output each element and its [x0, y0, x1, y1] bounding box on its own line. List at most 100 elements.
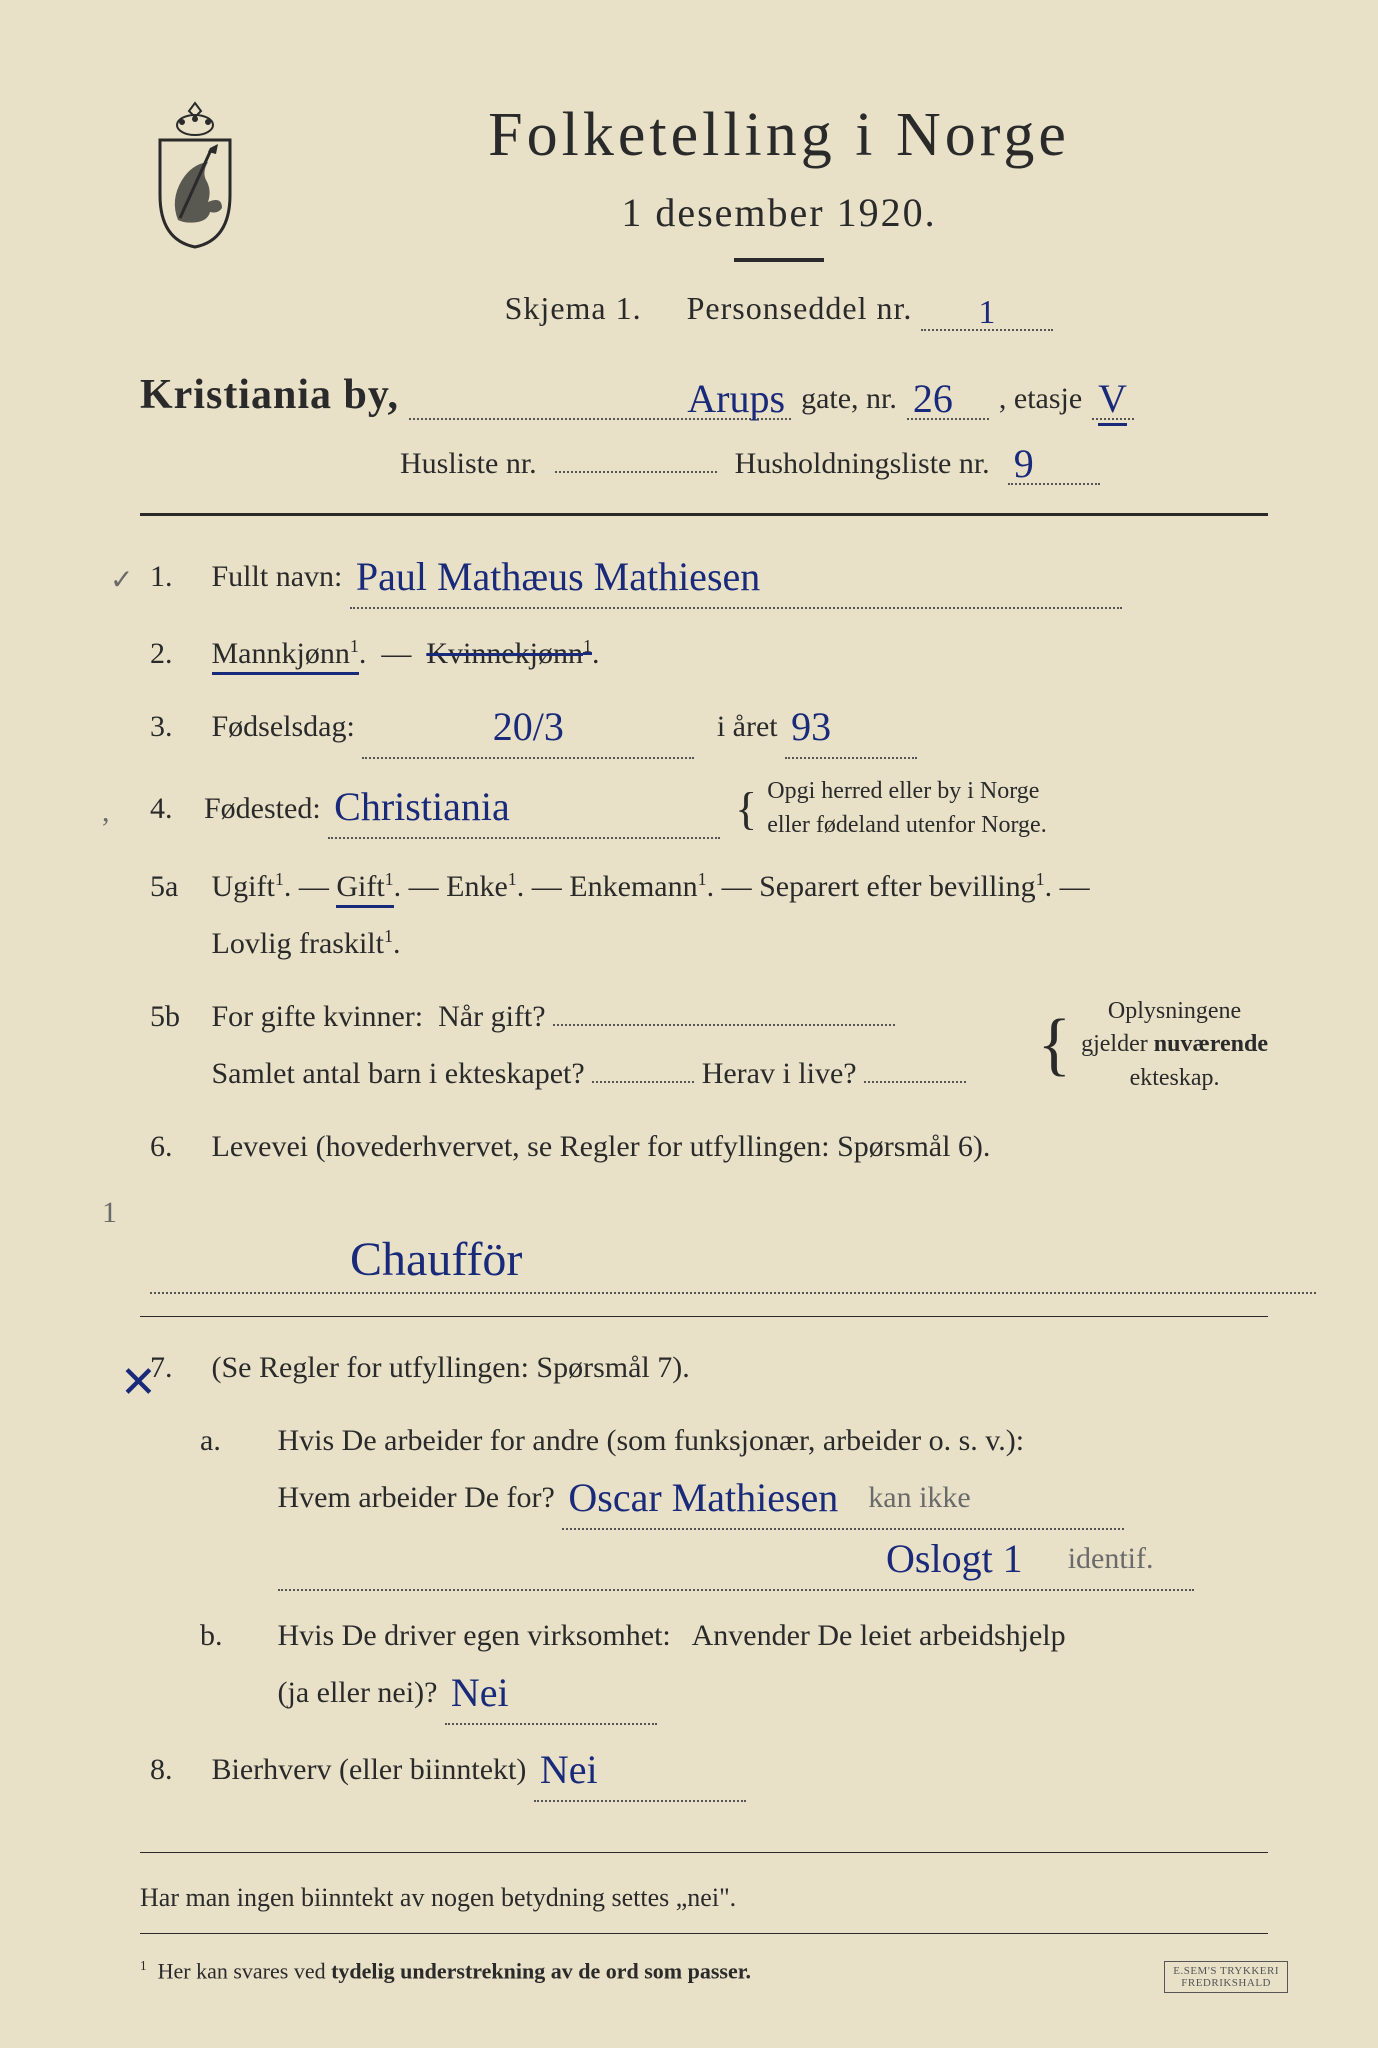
q3-label: Fødselsdag: [212, 710, 355, 743]
q7b-label1: Hvis De driver egen virksomhet: [278, 1619, 671, 1652]
personseddel-value: 1 [978, 294, 996, 331]
q1-value: Paul Mathæus Mathiesen [356, 554, 760, 599]
street-value: Arups [687, 376, 785, 421]
q2-male: Mannkjønn1 [212, 637, 359, 675]
q5b-note-line3: ekteskap. [1130, 1065, 1220, 1091]
q4-note-line1: Opgi herred eller by i Norge [767, 778, 1039, 804]
census-form-page: Folketelling i Norge 1 desember 1920. Sk… [0, 0, 1378, 2048]
q5b-note-line1: Oplysningene [1108, 998, 1241, 1024]
coat-of-arms-icon [140, 100, 250, 250]
q5a-fraskilt: Lovlig fraskilt1 [212, 927, 393, 960]
form-date: 1 desember 1920. [290, 189, 1268, 236]
printer-line2: FREDRIKSHALD [1181, 1977, 1271, 1989]
footnote-num: 1 [140, 1958, 147, 1973]
q2-female: Kvinnekjønn1 [426, 637, 592, 670]
q5a-enke: Enke1 [446, 870, 517, 903]
q3-year-label: i året [717, 710, 778, 743]
footer-divider-1 [140, 1852, 1268, 1853]
q7b-label3: (ja eller nei)? [278, 1676, 438, 1709]
question-6: 6. Levevei (hovederhvervet, se Regler fo… [140, 1118, 1268, 1294]
skjema-label: Skjema 1. [505, 290, 642, 326]
q4-margin-mark: , [102, 783, 110, 840]
footer-divider-2 [140, 1933, 1268, 1934]
question-3: 3. Fødselsdag: 20/3 i året 93 [140, 698, 1268, 759]
footnote-text-b: tydelig understrekning av de ord som pas… [331, 1959, 751, 1984]
q7a-value2: Oslogt 1 [886, 1536, 1023, 1581]
q2-num: 2. [150, 625, 204, 682]
footer-note: Har man ingen biinntekt av nogen betydni… [140, 1883, 1268, 1913]
question-1: ✓ 1. Fullt navn: Paul Mathæus Mathiesen [140, 548, 1268, 609]
title-divider [734, 258, 824, 262]
q5b-label: For gifte kvinner: [212, 1000, 424, 1033]
q8-label: Bierhverv (eller biinntekt) [212, 1753, 527, 1786]
q7-num: 7. [150, 1339, 204, 1396]
q5a-gift: Gift1 [336, 870, 393, 908]
skjema-line: Skjema 1. Personseddel nr. 1 [290, 290, 1268, 331]
q4-num: 4. [150, 780, 204, 837]
q6-num: 6. [150, 1118, 204, 1175]
q6-value: Chaufför [350, 1233, 522, 1286]
question-7b: b. Hvis De driver egen virksomhet: Anven… [140, 1607, 1268, 1725]
q7a-num: a. [150, 1412, 270, 1469]
header: Folketelling i Norge 1 desember 1920. Sk… [140, 90, 1268, 331]
q7a-pencil2: identif. [1068, 1542, 1154, 1575]
husliste-row: Husliste nr. Husholdningsliste nr. 9 [140, 440, 1268, 485]
husholdning-value: 9 [1014, 441, 1034, 486]
q4-value: Christiania [334, 784, 510, 829]
city-label: Kristiania by, [140, 371, 399, 419]
q5b-herav-label: Herav i live? [702, 1057, 857, 1090]
address-row: Kristiania by, Arups gate, nr. 26 , etas… [140, 371, 1268, 420]
etasje-value: V [1098, 376, 1127, 426]
q1-label: Fullt navn: [212, 560, 343, 593]
q6-label: Levevei (hovederhvervet, se Regler for u… [212, 1130, 991, 1163]
personseddel-label: Personseddel nr. [687, 290, 913, 326]
gate-label: gate, nr. [801, 382, 897, 416]
printer-line1: E.SEM'S TRYKKERI [1173, 1965, 1279, 1977]
header-divider [140, 513, 1268, 516]
gate-nr-value: 26 [913, 376, 953, 421]
form-title: Folketelling i Norge [290, 100, 1268, 171]
title-block: Folketelling i Norge 1 desember 1920. Sk… [290, 90, 1268, 331]
question-5a: 5a Ugift1. — Gift1. — Enke1. — Enkemann1… [140, 858, 1268, 972]
q5a-num: 5a [150, 858, 204, 915]
q4-note-line2: eller fødeland utenfor Norge. [767, 812, 1046, 838]
etasje-label: , etasje [999, 382, 1082, 416]
question-4: , 4. Fødested: Christiania { Opgi herred… [140, 775, 1268, 842]
q7b-num: b. [150, 1607, 270, 1664]
mid-divider [140, 1316, 1268, 1317]
question-2: 2. Mannkjønn1. — Kvinnekjønn1. [140, 625, 1268, 682]
q5a-enkemann: Enkemann1 [569, 870, 706, 903]
footnote: 1 Her kan svares ved tydelig understrekn… [140, 1958, 1268, 1984]
husholdning-label: Husholdningsliste nr. [735, 447, 990, 481]
q7-label: (Se Regler for utfyllingen: Spørsmål 7). [212, 1351, 690, 1384]
q5b-nar-gift-label: Når gift? [438, 1000, 545, 1033]
q7b-value: Nei [451, 1670, 509, 1715]
q4-label: Fødested: [204, 780, 321, 837]
q3-day-value: 20/3 [493, 704, 564, 749]
footnote-text-a: Her kan svares ved [158, 1959, 332, 1984]
q5a-ugift: Ugift1 [212, 870, 284, 903]
q3-year-value: 93 [791, 704, 831, 749]
q5b-num: 5b [150, 988, 204, 1045]
q5b-note-line2: gjelder nuværende [1081, 1031, 1268, 1057]
q7b-label2: Anvender De leiet arbeidshjelp [692, 1619, 1066, 1652]
q5b-barn-label: Samlet antal barn i ekteskapet? [212, 1057, 585, 1090]
q7a-label2: Hvem arbeider De for? [278, 1481, 555, 1514]
q7a-pencil1: kan ikke [868, 1481, 970, 1514]
husliste-label: Husliste nr. [400, 447, 537, 481]
q1-num: 1. [150, 548, 204, 605]
question-5b: 5b For gifte kvinner: Når gift? Samlet a… [140, 988, 1268, 1102]
question-7a: a. Hvis De arbeider for andre (som funks… [140, 1412, 1268, 1591]
printer-stamp: E.SEM'S TRYKKERI FREDRIKSHALD [1164, 1961, 1288, 1993]
q7a-label1: Hvis De arbeider for andre (som funksjon… [278, 1424, 1025, 1457]
q6-margin-mark: 1 [102, 1184, 117, 1241]
q8-num: 8. [150, 1741, 204, 1798]
brace-icon: { [1038, 1024, 1072, 1066]
q8-value: Nei [540, 1747, 598, 1792]
question-7: ✕ 7. (Se Regler for utfyllingen: Spørsmå… [140, 1339, 1268, 1396]
q4-note: { Opgi herred eller by i Norge eller fød… [735, 775, 1047, 842]
q5a-separert: Separert efter bevilling1 [759, 870, 1045, 903]
brace-icon: { [735, 788, 757, 829]
q3-num: 3. [150, 698, 204, 755]
q5b-note: { Oplysningene gjelder nuværende ekteska… [1038, 995, 1269, 1096]
